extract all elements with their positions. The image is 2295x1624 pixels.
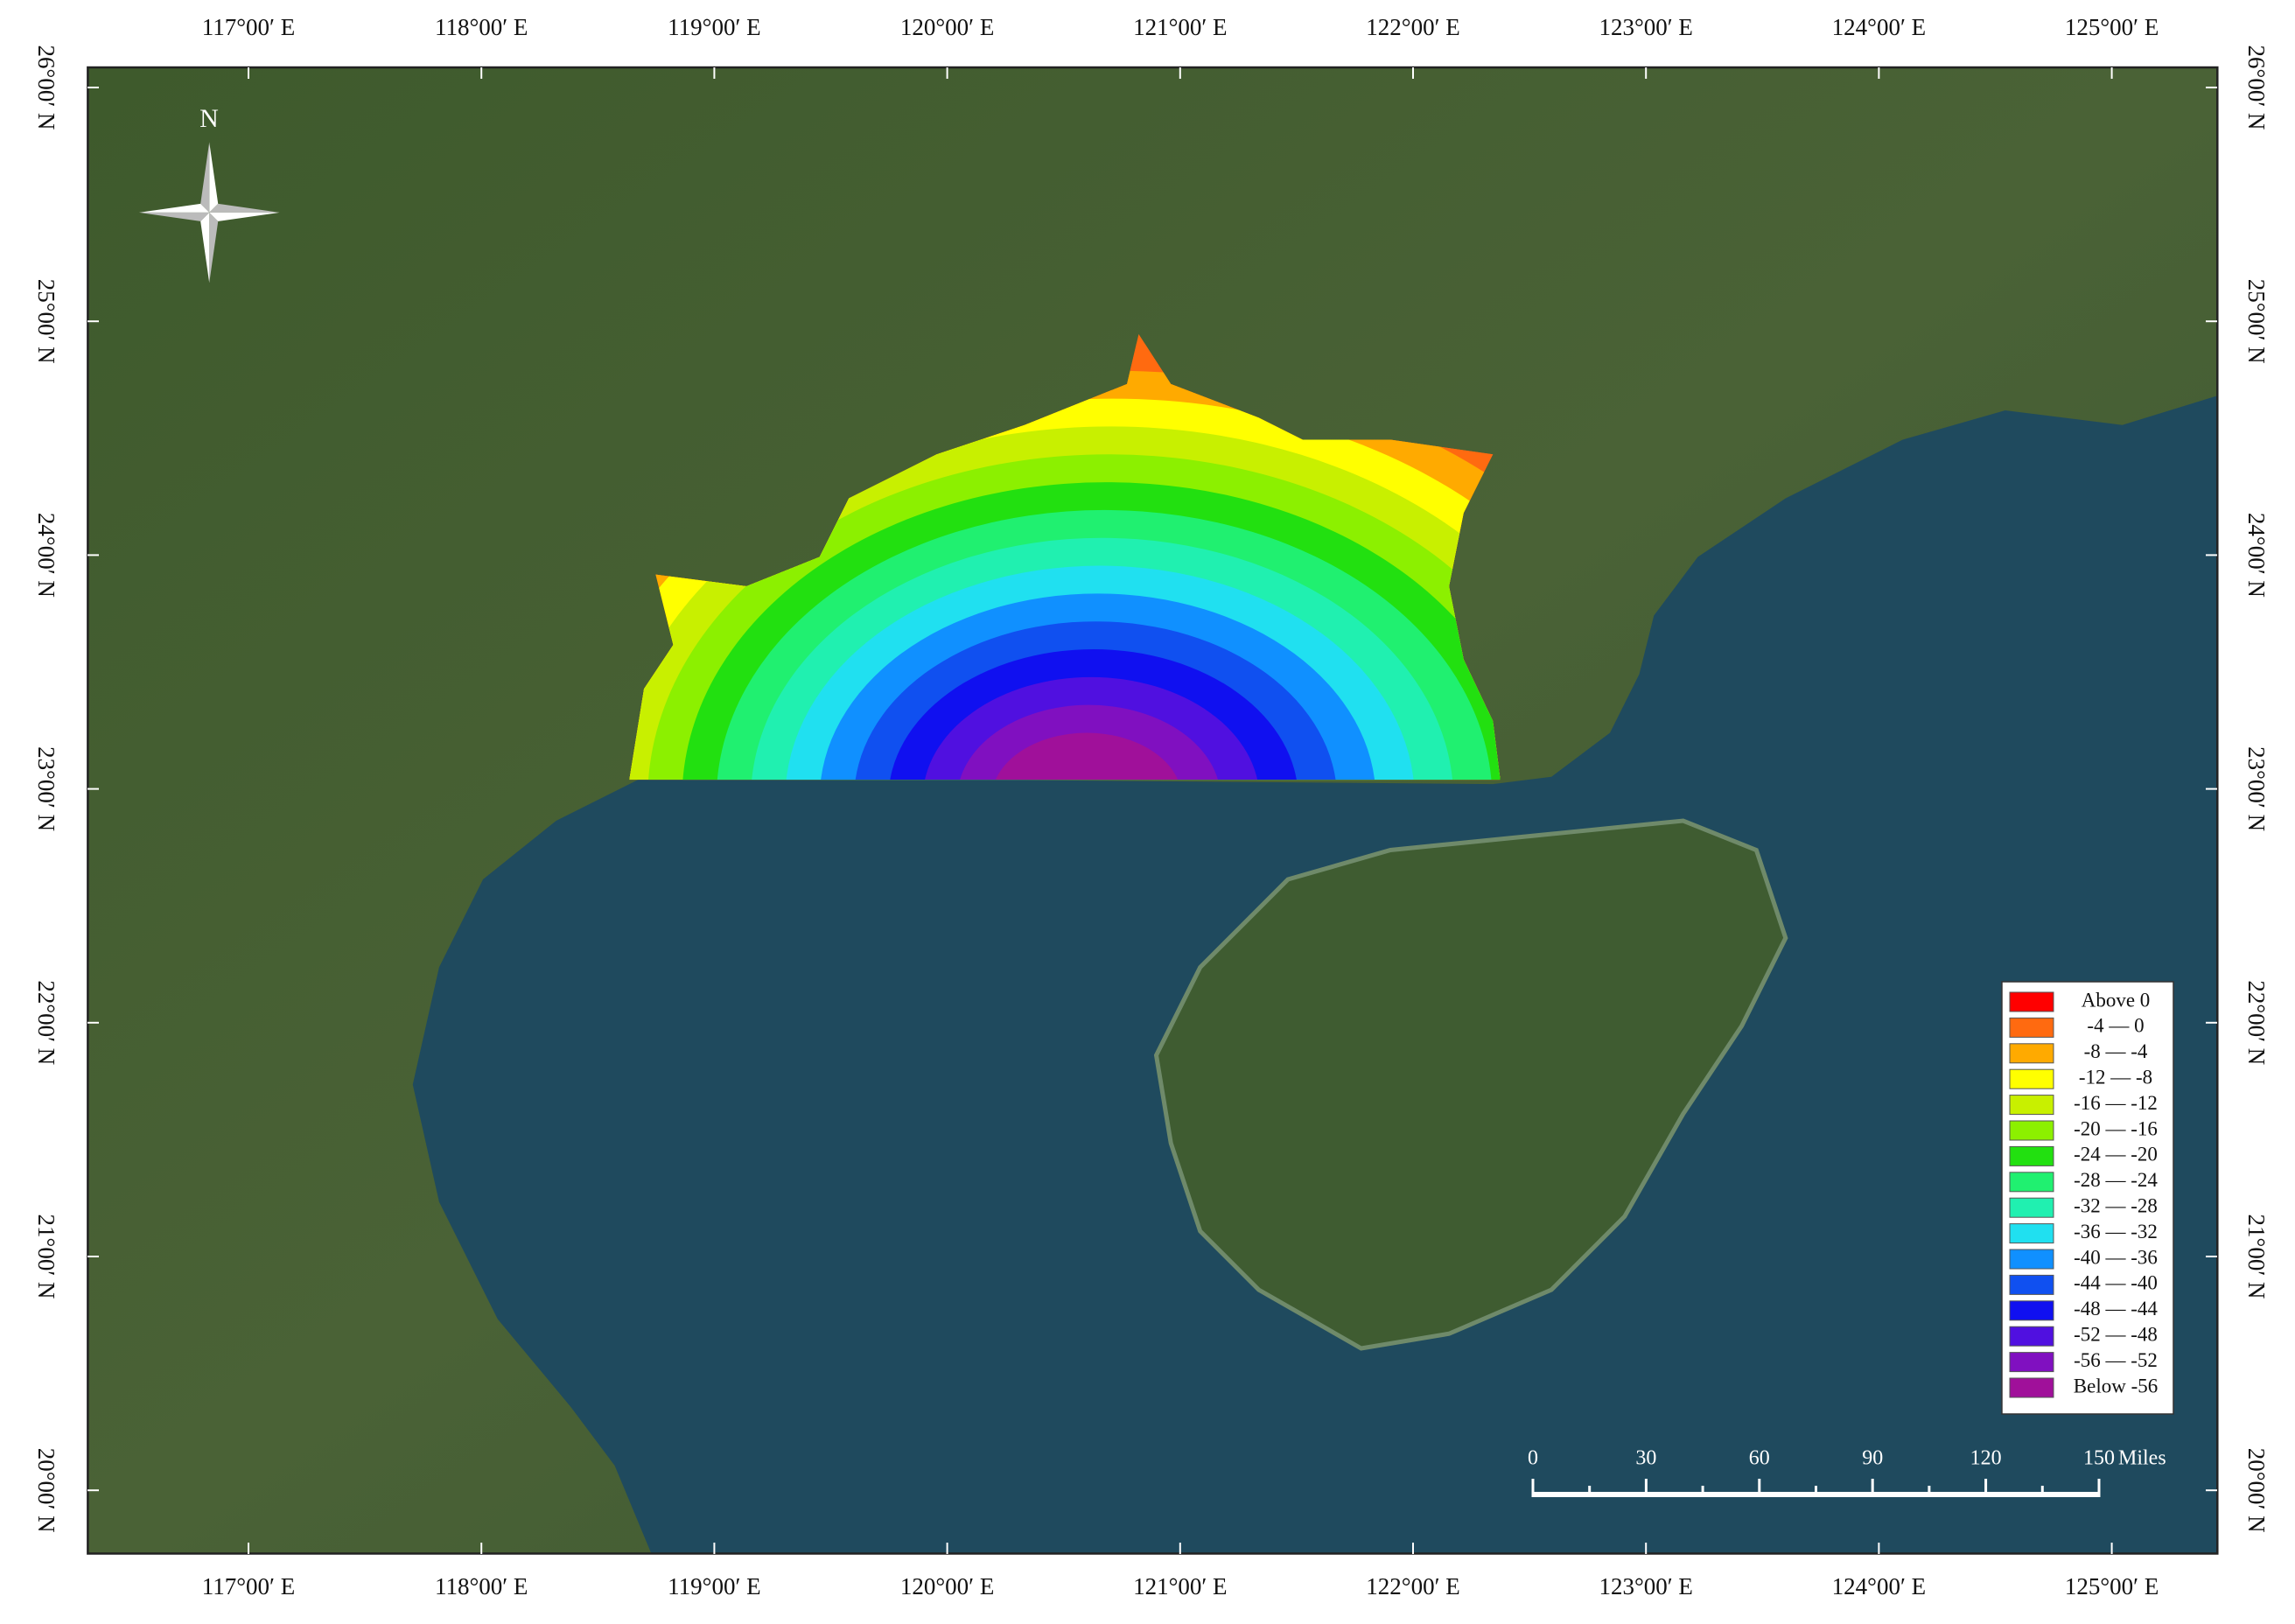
scale-label: 90	[1862, 1447, 1883, 1470]
longitude-label: 121°00′ E	[1133, 1573, 1227, 1600]
longitude-label: 125°00′ E	[2065, 1573, 2159, 1600]
latitude-label: 20°00′ N	[33, 1448, 59, 1533]
longitude-label: 118°00′ E	[435, 1573, 528, 1600]
legend-swatch	[2009, 1377, 2054, 1398]
scale-bar: 0 30 60 90 120 150 Miles	[1528, 1447, 2166, 1497]
longitude-label: 119°00′ E	[668, 14, 760, 40]
legend-label: -24 — -20	[2074, 1144, 2158, 1166]
legend-label: -12 — -8	[2079, 1066, 2152, 1088]
legend-swatch	[2009, 1120, 2054, 1141]
legend-swatch	[2009, 1300, 2054, 1321]
legend-swatch	[2009, 1223, 2054, 1244]
depth-band	[991, 732, 1182, 780]
scale-unit: Miles	[2118, 1447, 2166, 1470]
scale-label: 150	[2083, 1447, 2115, 1470]
legend-swatch	[2009, 991, 2054, 1012]
legend-swatch	[2009, 1145, 2054, 1166]
legend-label: -8 — -4	[2084, 1040, 2148, 1062]
scale-label: 120	[1970, 1447, 2002, 1470]
latitude-label: 22°00′ N	[2243, 980, 2270, 1065]
latitude-label: 20°00′ N	[2243, 1448, 2270, 1533]
latitude-label: 21°00′ N	[2243, 1214, 2270, 1299]
legend-label: Below -56	[2074, 1375, 2158, 1396]
north-arrow	[138, 142, 280, 284]
longitude-label: 119°00′ E	[668, 1573, 760, 1600]
latitude-label: 23°00′ N	[33, 746, 59, 831]
latitude-label: 26°00′ N	[33, 46, 59, 130]
longitude-label: 125°00′ E	[2065, 14, 2159, 40]
longitude-label: 124°00′ E	[1832, 1573, 1926, 1600]
imagery	[87, 66, 2219, 1555]
longitude-label: 122°00′ E	[1366, 14, 1459, 40]
latitude-label: 21°00′ N	[33, 1214, 59, 1299]
legend-swatch	[2009, 1043, 2054, 1064]
legend-label: -36 — -32	[2074, 1221, 2158, 1242]
legend-swatch	[2009, 1352, 2054, 1373]
frame	[87, 66, 2219, 1555]
scale-label: 30	[1635, 1447, 1656, 1470]
longitude-label: 117°00′ E	[202, 14, 295, 40]
longitude-label: 120°00′ E	[900, 14, 994, 40]
legend-label: -48 — -44	[2074, 1298, 2158, 1320]
legend-label: -28 — -24	[2074, 1169, 2158, 1191]
legend-label: -44 — -40	[2074, 1272, 2158, 1294]
bathymetry	[629, 333, 1501, 780]
latitude-label: 22°00′ N	[33, 980, 59, 1065]
island	[1153, 818, 1788, 1351]
legend-label: -20 — -16	[2074, 1117, 2158, 1139]
legend-swatch	[2009, 1017, 2054, 1038]
longitude-label: 124°00′ E	[1832, 14, 1926, 40]
latitude-label: 25°00′ N	[33, 279, 59, 364]
longitude-label: 120°00′ E	[900, 1573, 994, 1600]
legend-swatch	[2009, 1249, 2054, 1270]
longitude-label: 117°00′ E	[202, 1573, 295, 1600]
legend-label: -40 — -36	[2074, 1246, 2158, 1268]
legend-swatch	[2009, 1197, 2054, 1218]
legend-swatch	[2009, 1172, 2054, 1193]
longitude-label: 122°00′ E	[1366, 1573, 1459, 1600]
longitude-label: 121°00′ E	[1133, 14, 1227, 40]
legend-label: -32 — -28	[2074, 1194, 2158, 1216]
legend-swatch	[2009, 1326, 2054, 1347]
legend-label: Above 0	[2082, 989, 2151, 1011]
legend-swatch	[2009, 1068, 2054, 1089]
legend-label: -4 — 0	[2087, 1015, 2144, 1037]
scale-label: 60	[1749, 1447, 1770, 1470]
scale-label: 0	[1528, 1447, 1538, 1470]
latitude-label: 25°00′ N	[2243, 279, 2270, 364]
latitude-label: 26°00′ N	[2243, 46, 2270, 130]
legend-swatch	[2009, 1095, 2054, 1116]
legend-label: -56 — -52	[2074, 1349, 2158, 1371]
latitude-label: 24°00′ N	[2243, 513, 2270, 598]
longitude-label: 123°00′ E	[1599, 14, 1692, 40]
legend-label: -16 — -12	[2074, 1092, 2158, 1114]
latitude-label: 24°00′ N	[33, 513, 59, 598]
longitude-label: 118°00′ E	[435, 14, 528, 40]
north-label: N	[199, 104, 219, 133]
longitude-label: 123°00′ E	[1599, 1573, 1692, 1600]
legend-swatch	[2009, 1274, 2054, 1295]
latitude-label: 23°00′ N	[2243, 746, 2270, 831]
legend-label: -52 — -48	[2074, 1323, 2158, 1345]
